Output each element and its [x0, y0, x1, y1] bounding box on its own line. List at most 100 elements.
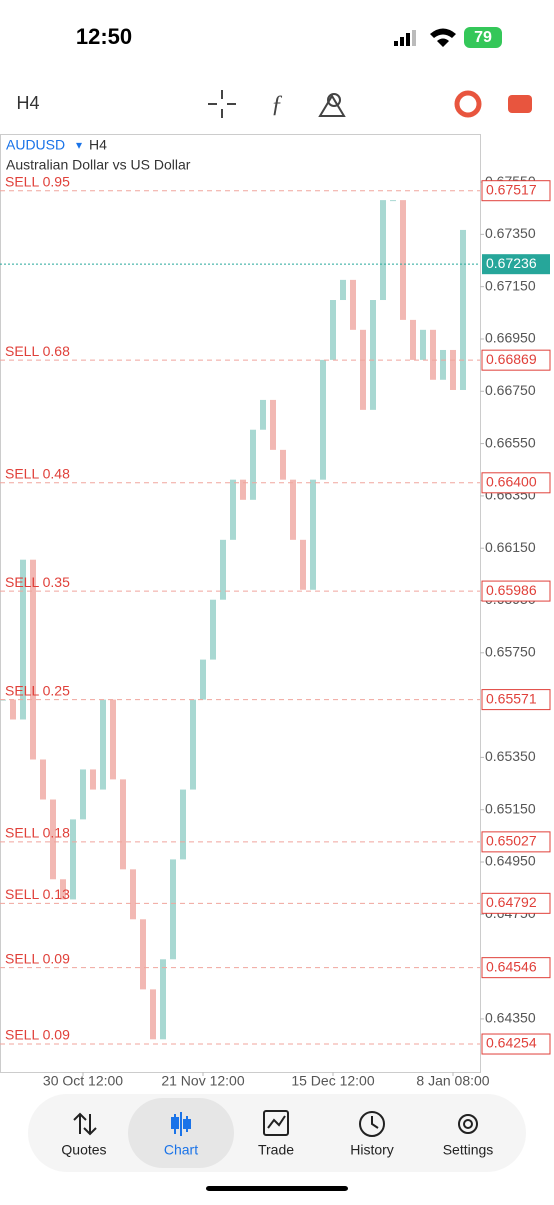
tab-label[interactable]: Settings	[443, 1142, 494, 1158]
order-price: 0.67517	[486, 181, 537, 197]
order-price: 0.65027	[486, 833, 537, 849]
y-tick-label: 0.66950	[485, 330, 536, 346]
candle	[30, 559, 36, 760]
candle	[110, 699, 116, 780]
symbol-dropdown[interactable]: ▾	[76, 138, 82, 152]
x-tick-label: 30 Oct 12:00	[43, 1073, 123, 1089]
y-tick-label: 0.64950	[485, 853, 536, 869]
status-time: 12:50	[76, 24, 132, 49]
indicator-tool[interactable]: ƒ	[271, 92, 283, 118]
tab-label[interactable]: Chart	[164, 1142, 198, 1158]
candle	[150, 989, 156, 1040]
home-indicator	[206, 1186, 348, 1191]
order-label: SELL 0.09	[5, 950, 70, 966]
candle	[90, 769, 96, 790]
objects-tool[interactable]	[318, 93, 346, 117]
y-tick-label: 0.65350	[485, 748, 536, 764]
plot: 0.675500.673500.671500.669500.667500.665…	[0, 173, 551, 1089]
candle	[410, 319, 416, 360]
x-tick-label: 8 Jan 08:00	[416, 1073, 489, 1089]
candle	[220, 539, 226, 600]
candle	[380, 200, 386, 301]
y-tick-label: 0.65150	[485, 800, 536, 816]
candle	[250, 429, 256, 500]
y-tick-label: 0.67350	[485, 225, 536, 241]
candle	[230, 479, 236, 540]
candle	[330, 300, 336, 360]
order-price-box	[481, 580, 551, 602]
timeframe-button[interactable]: H4	[16, 93, 39, 113]
tab-label[interactable]: Quotes	[61, 1142, 106, 1158]
order-price: 0.66869	[486, 351, 537, 367]
order-label: SELL 0.18	[5, 825, 70, 841]
order-price-box	[481, 349, 551, 371]
candle	[440, 349, 446, 380]
order-price: 0.64254	[486, 1035, 537, 1051]
y-tick-label: 0.66150	[485, 539, 536, 555]
candle	[140, 919, 146, 990]
candle	[310, 479, 316, 590]
candle	[80, 769, 86, 820]
x-tick-label: 21 Nov 12:00	[161, 1073, 244, 1089]
current-price: 0.67236	[486, 255, 537, 271]
candle	[420, 329, 426, 360]
order-label: SELL 0.09	[5, 1027, 70, 1043]
y-tick-label: 0.67150	[485, 277, 536, 293]
candle	[260, 399, 266, 430]
trade-panel-toggle[interactable]	[508, 95, 532, 113]
candle	[130, 869, 136, 920]
candle	[190, 699, 196, 790]
order-price-box	[481, 1033, 551, 1055]
candle	[390, 200, 396, 202]
order-price-box	[481, 831, 551, 853]
candle	[210, 599, 216, 660]
symbol: AUDUSD	[6, 137, 65, 153]
order-label: SELL 0.95	[5, 173, 70, 189]
status-icons	[394, 27, 502, 48]
tab-label[interactable]: History	[350, 1142, 394, 1158]
crosshair-tool[interactable]	[208, 90, 236, 118]
candle	[270, 399, 276, 450]
candle	[360, 329, 366, 410]
candle	[320, 359, 326, 480]
candle	[290, 479, 296, 540]
chart-timeframe: H4	[89, 137, 107, 153]
y-tick-label: 0.64350	[485, 1010, 536, 1026]
candle	[200, 659, 206, 700]
order-label: SELL 0.68	[5, 343, 70, 359]
order-price: 0.66400	[486, 474, 537, 490]
x-tick-label: 15 Dec 12:00	[291, 1073, 374, 1089]
order-label: SELL 0.13	[5, 886, 70, 902]
order-label: SELL 0.35	[5, 574, 70, 590]
candle	[40, 759, 46, 800]
order-price-box	[481, 957, 551, 979]
candle	[100, 699, 106, 790]
candle	[450, 349, 456, 390]
order-price-box	[481, 892, 551, 914]
order-label: SELL 0.48	[5, 466, 70, 482]
order-price: 0.64792	[486, 894, 537, 910]
candle	[70, 819, 76, 900]
order-price-box	[481, 180, 551, 202]
one-click-trading[interactable]	[454, 90, 482, 118]
chart-frame	[0, 134, 481, 1073]
order-price: 0.65986	[486, 582, 537, 598]
order-label: SELL 0.25	[5, 682, 70, 698]
tab-labels: Quotes Chart Trade History Settings	[61, 1142, 493, 1158]
candle	[370, 300, 376, 410]
order-price-box	[481, 472, 551, 494]
y-tick-label: 0.66550	[485, 434, 536, 450]
order-price: 0.65571	[486, 690, 537, 706]
candle	[350, 279, 356, 330]
tab-icons	[73, 1110, 478, 1137]
symbol-description: Australian Dollar vs US Dollar	[6, 157, 191, 173]
tab-label[interactable]: Trade	[258, 1142, 294, 1158]
candle	[160, 959, 166, 1040]
candle	[400, 200, 406, 320]
candle	[340, 279, 346, 301]
candle	[20, 559, 26, 720]
y-tick-label: 0.66750	[485, 382, 536, 398]
candle	[10, 699, 16, 720]
